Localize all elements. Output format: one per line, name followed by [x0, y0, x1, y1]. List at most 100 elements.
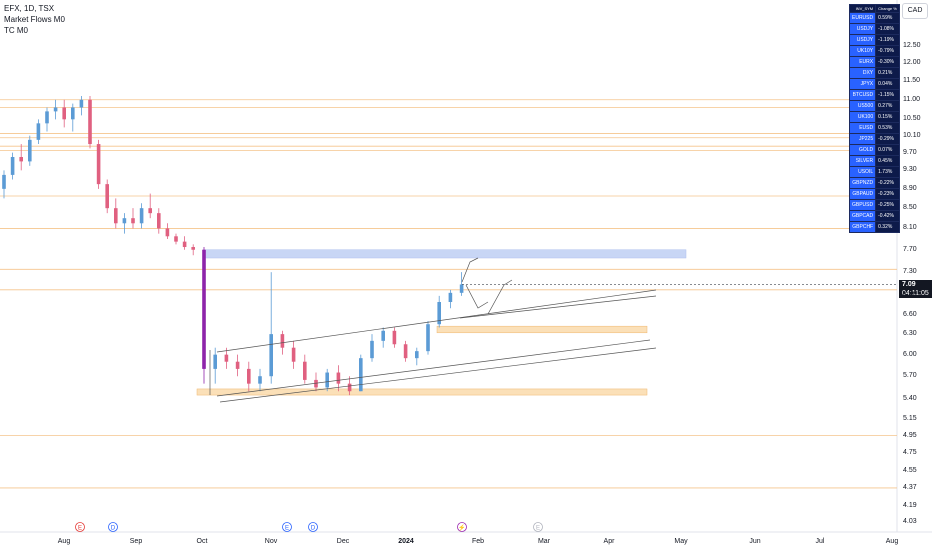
symbol-title[interactable]: EFX, 1D, TSX: [4, 4, 55, 13]
watchlist-change: 0.15%: [875, 111, 900, 123]
price-axis-label: 8.50: [903, 204, 917, 212]
price-axis-label: 6.00: [903, 350, 917, 358]
indicator-tc[interactable]: TC M0: [4, 26, 28, 35]
time-axis-label: Dec: [336, 538, 350, 545]
time-axis-label: Jun: [749, 538, 761, 545]
price-axis-label: 8.10: [903, 224, 917, 232]
watchlist-header-cell: Change %: [875, 4, 900, 13]
candle-body: [448, 292, 453, 303]
watchlist-row[interactable]: JP225 -0.29%: [848, 133, 900, 145]
candle-body: [28, 139, 32, 162]
time-axis-label: Aug: [885, 538, 899, 545]
watchlist-row[interactable]: UK100 0.15%: [848, 111, 900, 123]
candle-body: [182, 241, 187, 248]
candle-body: [79, 99, 84, 108]
candle-body: [426, 324, 430, 352]
event-marker-label: E: [78, 526, 82, 532]
time-axis-label: Aug: [57, 538, 71, 545]
watchlist-change: -0.42%: [875, 210, 900, 222]
watchlist-symbol: GBPUSD: [848, 199, 877, 211]
watchlist-row[interactable]: DXY 0.21%: [848, 67, 900, 79]
watchlist-symbol: EUSD: [848, 122, 877, 134]
watchlist-change: -0.79%: [875, 45, 900, 57]
candle-body: [71, 107, 75, 120]
watchlist-header: INV_SYM Change %: [848, 4, 900, 13]
event-marker-icon[interactable]: [457, 522, 467, 532]
watchlist-change: 0.21%: [875, 67, 900, 79]
currency-button[interactable]: CAD: [902, 3, 928, 19]
candle-body: [370, 340, 374, 359]
watchlist-symbol: EURX: [848, 56, 877, 68]
watchlist-row[interactable]: GBPUSD -0.25%: [848, 199, 900, 211]
event-marker-icon[interactable]: [282, 522, 292, 532]
price-axis-label: 5.70: [903, 372, 917, 380]
candle-body: [191, 247, 195, 250]
price-axis-label: 5.40: [903, 394, 917, 402]
watchlist-row[interactable]: GBPCHF 0.32%: [848, 221, 900, 233]
candle-body: [10, 156, 15, 175]
watchlist-row[interactable]: EUSD 0.53%: [848, 122, 900, 134]
watchlist-row[interactable]: SILVER 0.45%: [848, 155, 900, 167]
indicator-market-flows[interactable]: Market Flows M0: [4, 15, 65, 24]
candle-body: [403, 344, 408, 359]
event-marker-label: ⚡: [458, 524, 465, 532]
candle-body: [45, 111, 49, 124]
watchlist-row[interactable]: GBPCAD -0.42%: [848, 210, 900, 222]
candle-body: [235, 361, 240, 369]
time-axis-label: Jul: [815, 538, 825, 545]
event-marker-label: E: [285, 526, 289, 532]
candle-body: [291, 347, 296, 362]
candle-body: [280, 334, 285, 348]
time-axis-label: Apr: [603, 538, 615, 545]
watchlist-row[interactable]: BTCUSD -1.15%: [848, 89, 900, 101]
candle-body: [157, 213, 161, 229]
candle-body: [96, 144, 101, 185]
watchlist-row[interactable]: USOIL 1.73%: [848, 166, 900, 178]
price-axis-label: 4.37: [903, 483, 917, 491]
watchlist-symbol: JP225: [848, 133, 877, 145]
event-marker-icon[interactable]: [533, 522, 543, 532]
candle-body: [359, 358, 363, 392]
time-axis-label: Oct: [196, 538, 208, 545]
watchlist-row[interactable]: GBPNZD -0.22%: [848, 177, 900, 189]
channel-mid-line: [459, 295, 657, 319]
watchlist-change: -1.15%: [875, 89, 900, 101]
watchlist-row[interactable]: GOLD 0.07%: [848, 144, 900, 156]
watchlist-symbol: JPYX: [848, 78, 877, 90]
watchlist-symbol: UK10Y: [848, 45, 877, 57]
event-marker-icon[interactable]: [108, 522, 118, 532]
watchlist-row[interactable]: EURUSD 0.59%: [848, 12, 900, 24]
price-axis-label: 9.30: [903, 166, 917, 174]
watchlist-row[interactable]: JPYX 0.04%: [848, 78, 900, 90]
last-price-tag: 7.09 04:11:05: [899, 280, 932, 298]
candle-body: [224, 354, 229, 362]
candle-body: [174, 236, 178, 242]
watchlist-row[interactable]: USDJY -1.08%: [848, 23, 900, 35]
watchlist-change: 1.73%: [875, 166, 900, 178]
watchlist-change: 0.59%: [875, 12, 900, 24]
watchlist-row[interactable]: US500 0.27%: [848, 100, 900, 112]
price-axis-label: 12.00: [903, 59, 921, 67]
watchlist-row[interactable]: UK10Y -0.79%: [848, 45, 900, 57]
price-zone: [202, 249, 687, 259]
watchlist-change: 0.32%: [875, 221, 900, 233]
watchlist-symbol: USDJY: [848, 23, 877, 35]
candle-body: [122, 218, 127, 224]
watchlist-row[interactable]: EURX -0.30%: [848, 56, 900, 68]
price-axis-label: 6.90: [903, 291, 917, 299]
event-marker-icon[interactable]: [75, 522, 85, 532]
watchlist-change: -0.29%: [875, 133, 900, 145]
candle-body: [258, 376, 262, 384]
watchlist-change: -0.30%: [875, 56, 900, 68]
watchlist-change: 0.45%: [875, 155, 900, 167]
event-marker-icon[interactable]: [308, 522, 318, 532]
candle-body: [415, 351, 419, 359]
candle-body: [347, 383, 352, 392]
last-price-value: 7.09: [902, 281, 916, 288]
watchlist-symbol: GBPNZD: [848, 177, 877, 189]
channel-lower-line-2: [219, 347, 657, 403]
price-axis-label: 4.19: [903, 501, 917, 509]
watchlist-row[interactable]: GBPAUD -0.23%: [848, 188, 900, 200]
watchlist-row[interactable]: USDJY -1.19%: [848, 34, 900, 46]
